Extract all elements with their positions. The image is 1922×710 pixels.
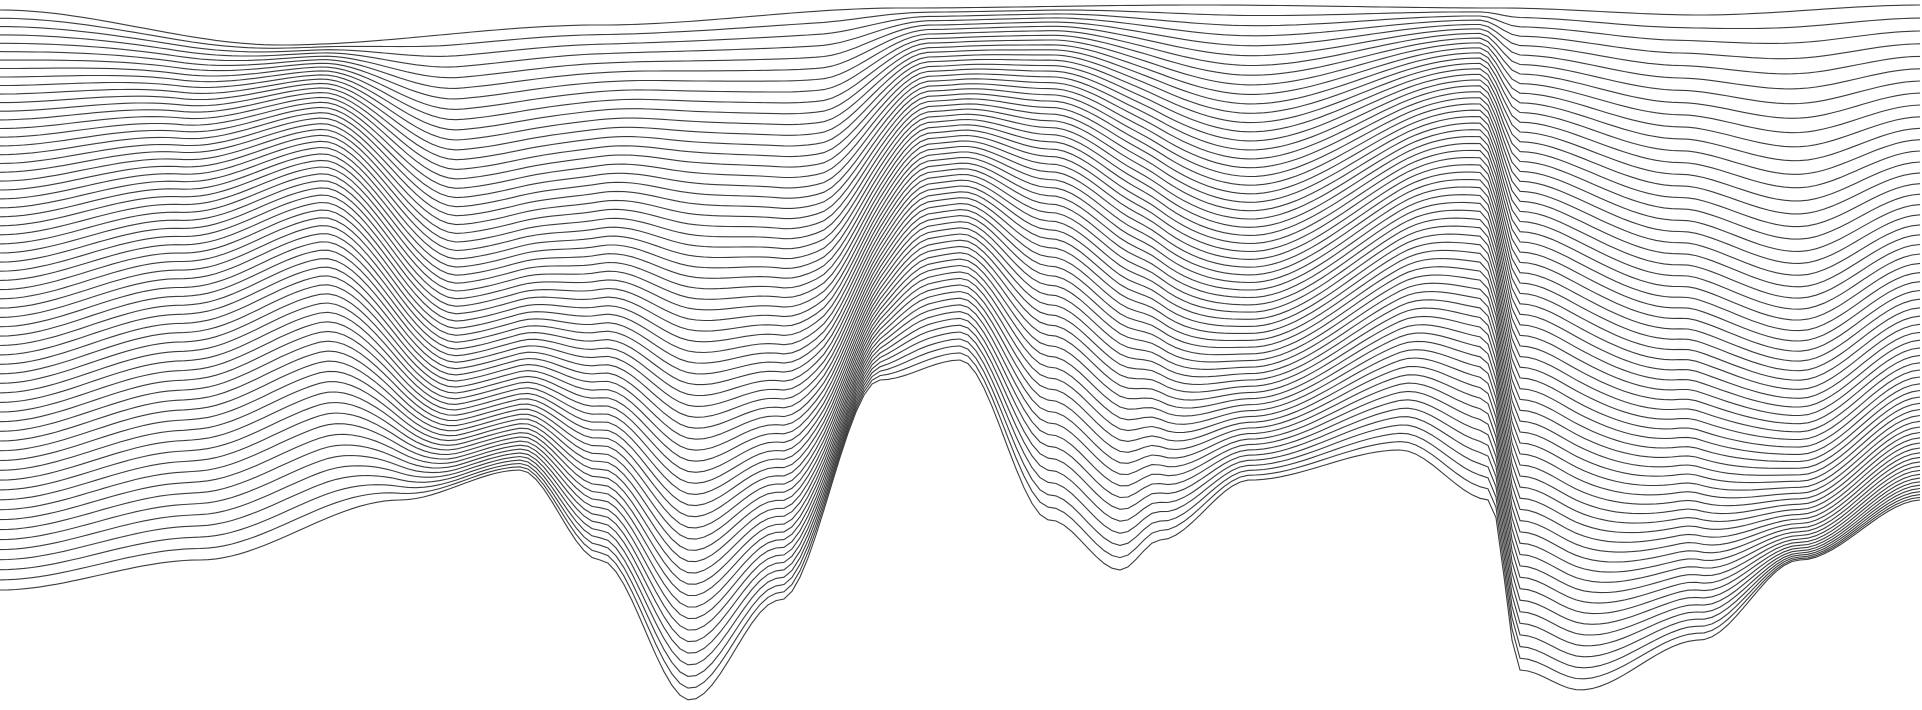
wave-line [0, 140, 1921, 372]
wave-line [0, 93, 1921, 276]
wave-line [0, 98, 1921, 288]
wave-line [0, 304, 1921, 608]
wave-line [0, 168, 1921, 417]
wave-line [0, 258, 1921, 534]
wave-line [0, 49, 1921, 162]
wave-line [0, 113, 1921, 321]
wave-line [0, 209, 1921, 469]
wave-line [0, 145, 1921, 381]
wave-line [0, 4, 1921, 46]
wave-line [0, 73, 1921, 228]
wave-line [0, 185, 1921, 441]
wave-line [0, 13, 1921, 57]
wave-line [0, 221, 1921, 484]
wave-line [0, 331, 1921, 654]
wave-lines-group [0, 4, 1921, 701]
wave-line [0, 277, 1921, 563]
wave-line [0, 191, 1921, 448]
wave-line [0, 338, 1921, 666]
wave-line [0, 68, 1921, 215]
wave-line [0, 39, 1921, 134]
wave-line [0, 179, 1921, 433]
wave-line [0, 44, 1921, 148]
wave-line [0, 324, 1921, 643]
wave-line [0, 157, 1921, 399]
wave-line [0, 21, 1921, 79]
wave-line [0, 118, 1921, 332]
wave-line [0, 103, 1921, 299]
wave-line [0, 215, 1921, 476]
wave-line [0, 134, 1921, 362]
wave-line [0, 290, 1921, 585]
wave-line [0, 78, 1921, 240]
wave-line [0, 34, 1921, 119]
wave-line [0, 173, 1921, 425]
wave-line [0, 297, 1921, 597]
wave-line [0, 197, 1921, 455]
wave-line [0, 317, 1921, 631]
wave-line [0, 88, 1921, 264]
wave-line [0, 345, 1921, 677]
wave-line [0, 83, 1921, 252]
wave-line [0, 284, 1921, 574]
wave-line [0, 252, 1921, 524]
wave-line [0, 264, 1921, 543]
wave-line [0, 352, 1921, 689]
wave-line [0, 30, 1921, 105]
wave-line [0, 151, 1921, 390]
wave-line [0, 129, 1921, 352]
wave-line [0, 17, 1921, 68]
wave-line [0, 203, 1921, 463]
wave-line [0, 359, 1921, 701]
wave-line [0, 245, 1921, 515]
wave-line [0, 239, 1921, 507]
wave-line [0, 63, 1921, 202]
wave-line [0, 124, 1921, 342]
wave-line [0, 58, 1921, 189]
wave-line [0, 54, 1921, 175]
wave-line [0, 162, 1921, 408]
wave-line [0, 227, 1921, 491]
wave-line [0, 9, 1921, 49]
wave-line [0, 271, 1921, 553]
wave-line [0, 233, 1921, 499]
wave-line [0, 311, 1921, 620]
wave-line [0, 108, 1921, 310]
wave-line [0, 25, 1921, 90]
